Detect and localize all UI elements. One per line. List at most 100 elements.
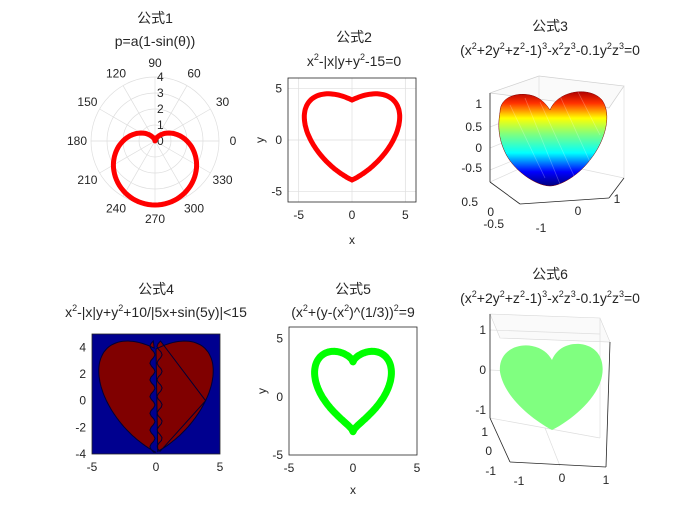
- heatmap-heart-right: [155, 340, 214, 453]
- polar-grid-spoke: [154, 140, 211, 174]
- panel4-axes-box: [91, 333, 221, 455]
- panel3-xtick-label: -1: [536, 221, 547, 235]
- panel4-ytick-label: 4: [79, 340, 86, 354]
- panel2-ytick-label: -5: [271, 185, 282, 199]
- polar-angle-label: 30: [216, 95, 230, 109]
- panel6-xtick-label: 1: [603, 473, 610, 487]
- panel-formula5: 公式5 (x2+(y-(x2)^(1/3))2=9 -5 0 5 -5 0 5 x y: [255, 281, 421, 497]
- panel3-ztick-label: 1: [475, 97, 482, 111]
- panel2-ytick-label: 5: [275, 81, 282, 95]
- panel2-grid: [288, 78, 416, 202]
- panel2-xtick-label: 0: [349, 208, 356, 222]
- panel2-ticks: -5 0 5 -5 0 5: [271, 81, 409, 222]
- polar-angle-label: 120: [106, 66, 126, 80]
- polar-angle-label: 330: [213, 173, 233, 187]
- panel6-ytick-label: 0: [485, 444, 492, 458]
- panel4-ytick-label: 2: [79, 367, 86, 381]
- panel6-ztick-label: 1: [479, 323, 486, 337]
- panel6-ztick-label: -1: [475, 403, 486, 417]
- panel2-ytick-label: 0: [275, 133, 282, 147]
- polar-angle-label: 150: [77, 95, 97, 109]
- panel2-xtick-label: -5: [293, 208, 304, 222]
- panel-formula2: 公式2 x2-|x|y+y2-15=0 -5 0 5 -5 0 5 x y: [253, 29, 417, 247]
- polar-radius-label: 1: [157, 118, 164, 132]
- polar-grid-spoke: [122, 85, 156, 142]
- panel2-xtick-label: 5: [402, 208, 409, 222]
- panel4-ytick-label: 0: [79, 394, 86, 408]
- panel5-xlabel: x: [350, 483, 356, 497]
- panel2-title-line1: 公式2: [336, 29, 372, 45]
- polar-angle-label: 180: [67, 134, 87, 148]
- panel4-xtick-label: -5: [87, 460, 98, 474]
- panel3-ytick-label: -0.5: [483, 217, 504, 231]
- panel2-axes-box: [287, 77, 417, 203]
- panel5-xtick-label: -5: [284, 461, 295, 475]
- panel5-xtick-label: 0: [350, 461, 357, 475]
- polar-grid-spoke: [99, 140, 156, 174]
- surface-green-heart: [499, 343, 603, 430]
- panel6-xtick-label: -1: [514, 474, 525, 488]
- polar-angle-label: 300: [184, 202, 204, 216]
- polar-grid-spoke: [154, 140, 188, 197]
- panel3-ztick-label: 0.5: [465, 120, 482, 134]
- panel4-xtick-label: 0: [153, 460, 160, 474]
- panel5-xtick-label: 5: [414, 461, 421, 475]
- panel4-title-line1: 公式4: [138, 281, 174, 297]
- panel2-title-line2: x2-|x|y+y2-15=0: [307, 52, 402, 69]
- polar-radius-label: 4: [157, 70, 164, 84]
- panel-formula4: 公式4 x2-|x|y+y2+10/|5x+sin(5y)|<15 -5 0 5 -4…: [65, 281, 247, 474]
- panel4-ticks: -5 0 5 -4 -2 0 2 4: [75, 340, 223, 474]
- polar-angle-label: 270: [145, 212, 165, 226]
- panel-formula1: 公式1 p=a(1-sin(θ)) 0306090120150180210240…: [67, 10, 237, 226]
- panel2-xlabel: x: [349, 233, 355, 247]
- polar-angle-label: 60: [187, 66, 201, 80]
- panel5-ytick-label: -5: [272, 448, 283, 462]
- panel1-title-line1: 公式1: [137, 10, 173, 26]
- panel2-ylabel: y: [253, 137, 267, 143]
- panel3-ticks: -0.500.51-101-0.500.5: [461, 97, 620, 235]
- panel1-title-line2: p=a(1-sin(θ)): [115, 33, 196, 49]
- panel5-ticks: -5 0 5 -5 0 5: [272, 332, 420, 475]
- panel3-xtick-label: 1: [614, 192, 621, 206]
- panel4-ytick-label: -4: [75, 447, 86, 461]
- surface-mesh-lines: [509, 91, 601, 185]
- panel5-ytick-label: 5: [276, 332, 283, 346]
- polar-radius-label: 0: [157, 134, 164, 148]
- polar-angle-label: 0: [230, 134, 237, 148]
- polar-grid-spoke: [154, 85, 188, 142]
- panel3-title-line1: 公式3: [532, 18, 568, 34]
- panel3-ztick-label: -0.5: [461, 161, 482, 175]
- panel6-title-line1: 公式6: [532, 266, 568, 282]
- panel6-xtick-label: 0: [559, 471, 566, 485]
- panel5-ylabel: y: [255, 388, 269, 394]
- panel5-axes-box: [288, 326, 418, 456]
- panel-formula3: 公式3 (x2+2y2+z2-1)3-x2z3-0.1y2z3=0 -0.500…: [460, 18, 640, 235]
- panel4-xtick-label: 5: [217, 460, 224, 474]
- heart-curve-green: [311, 347, 395, 436]
- panel3-xtick-label: 0: [575, 204, 582, 218]
- panel3-ytick-label: 0.5: [461, 195, 478, 209]
- panel6-ytick-label: -1: [485, 464, 496, 478]
- panel3-ztick-label: 0: [475, 141, 482, 155]
- polar-radius-label: 2: [157, 102, 164, 116]
- panel5-title-line2: (x2+(y-(x2)^(1/3))2=9: [291, 303, 415, 320]
- panel5-ytick-label: 0: [276, 390, 283, 404]
- polar-angle-label: 240: [106, 202, 126, 216]
- polar-angle-label: 90: [148, 56, 162, 70]
- panel6-title-line2: (x2+2y2+z2-1)3-x2z3-0.1y2z3=0: [460, 289, 640, 306]
- panel4-ytick-label: -2: [75, 420, 86, 434]
- panel6-ztick-label: 0: [479, 363, 486, 377]
- panel3-ytick-label: 0: [487, 205, 494, 219]
- surface-jet-heart: [498, 91, 608, 187]
- panel5-title-line1: 公式5: [335, 281, 371, 297]
- heatmap-heart-left: [98, 339, 157, 453]
- panel6-ytick-label: 1: [481, 425, 488, 439]
- cardioid-curve: [110, 130, 200, 208]
- polar-radius-label: 3: [157, 86, 164, 100]
- polar-angle-label: 210: [77, 173, 97, 187]
- polar-radius-labels: 0 1 2 3 4: [157, 70, 164, 148]
- panel4-title-line2: x2-|x|y+y2+10/|5x+sin(5y)|<15: [65, 303, 247, 320]
- polar-grid-spoke: [122, 140, 156, 197]
